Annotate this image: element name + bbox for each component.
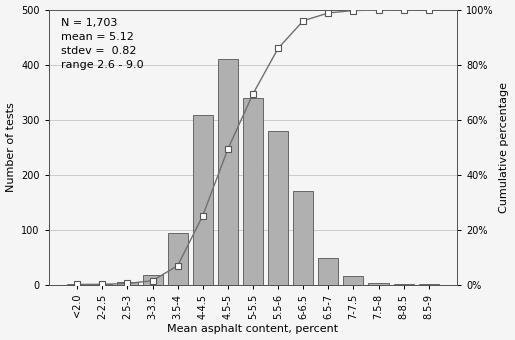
- Bar: [117, 282, 138, 285]
- Bar: [318, 258, 338, 285]
- Y-axis label: Cumulative percentage: Cumulative percentage: [500, 82, 509, 212]
- X-axis label: Mean asphalt content, percent: Mean asphalt content, percent: [167, 324, 338, 335]
- Bar: [218, 59, 238, 285]
- Bar: [268, 131, 288, 285]
- Bar: [67, 284, 88, 285]
- Bar: [193, 115, 213, 285]
- Bar: [419, 284, 439, 285]
- Text: N = 1,703
mean = 5.12
stdev =  0.82
range 2.6 - 9.0: N = 1,703 mean = 5.12 stdev = 0.82 range…: [61, 18, 144, 70]
- Bar: [168, 234, 188, 285]
- Bar: [293, 191, 313, 285]
- Bar: [243, 98, 263, 285]
- Bar: [92, 284, 112, 285]
- Bar: [143, 275, 163, 285]
- Bar: [344, 276, 364, 285]
- Y-axis label: Number of tests: Number of tests: [6, 102, 15, 192]
- Bar: [369, 283, 389, 285]
- Bar: [393, 284, 414, 285]
